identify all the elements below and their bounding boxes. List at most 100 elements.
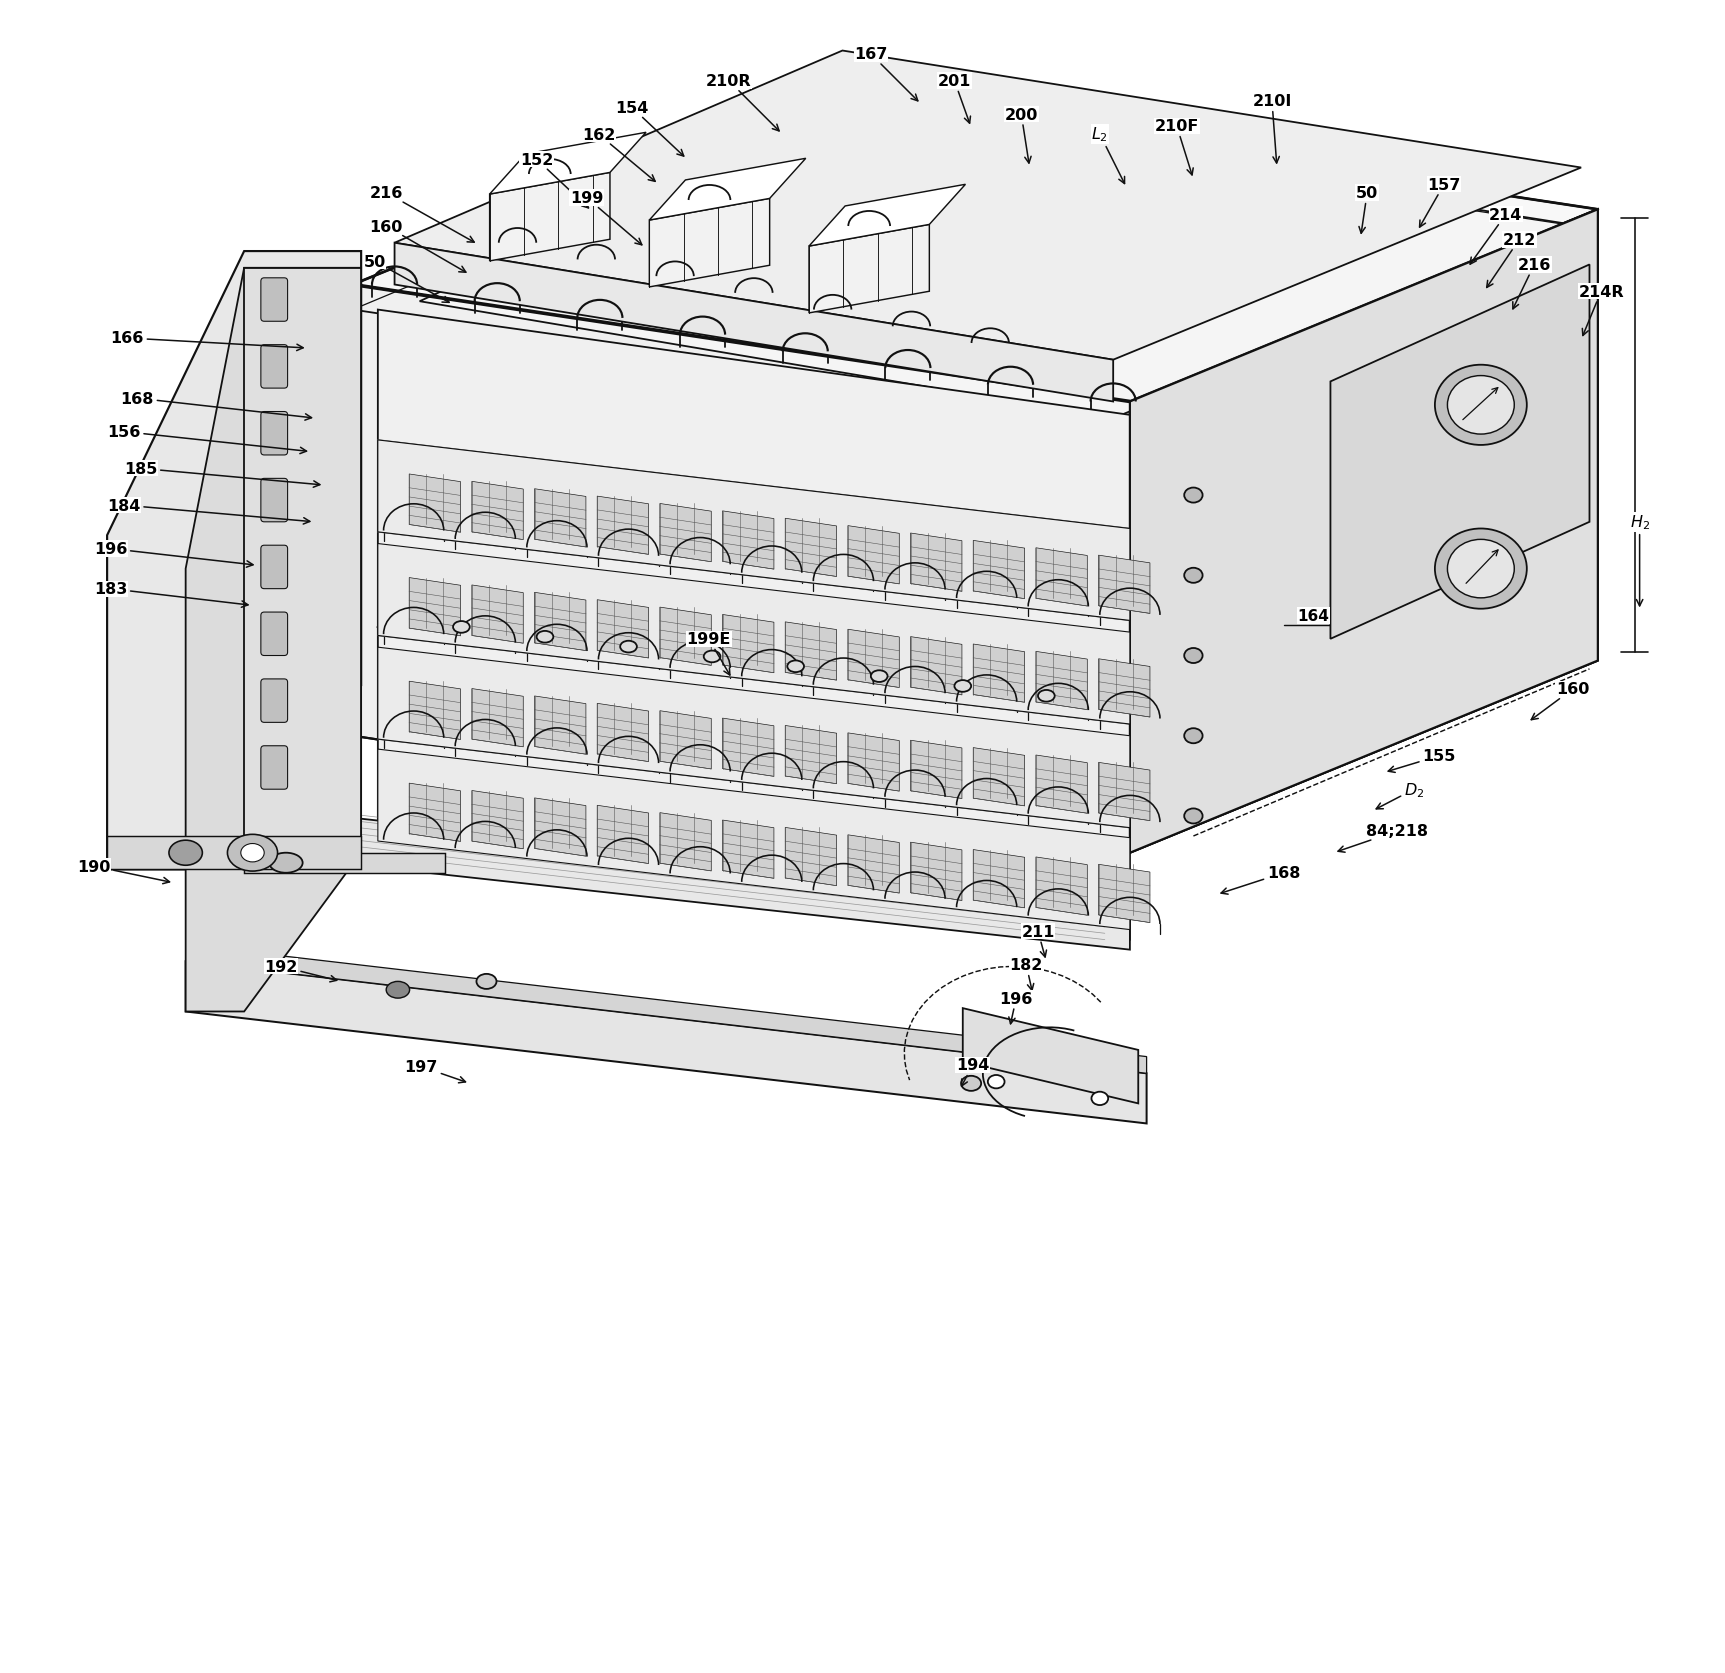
Ellipse shape [787,661,804,673]
Text: 199E: 199E [687,632,731,676]
Polygon shape [963,1009,1138,1104]
Ellipse shape [1183,729,1202,744]
Polygon shape [849,835,899,893]
Text: $D_2$: $D_2$ [1377,780,1425,810]
Ellipse shape [1183,810,1202,825]
Ellipse shape [1447,540,1515,599]
Polygon shape [785,828,837,887]
Polygon shape [419,110,1582,418]
Text: 184: 184 [107,499,310,525]
Polygon shape [490,174,611,261]
Polygon shape [785,622,837,681]
Polygon shape [597,601,649,659]
Ellipse shape [536,631,554,642]
Text: 190: 190 [78,858,169,883]
Ellipse shape [1183,489,1202,504]
Text: 211: 211 [1021,923,1054,957]
FancyBboxPatch shape [260,612,288,656]
Ellipse shape [269,853,302,873]
Text: 167: 167 [854,47,918,102]
Text: 164: 164 [1297,609,1330,624]
Text: 192: 192 [264,959,336,982]
Polygon shape [395,52,1582,360]
Text: 210F: 210F [1154,119,1199,176]
Polygon shape [186,269,361,1012]
Polygon shape [723,512,775,570]
Polygon shape [473,791,523,850]
Polygon shape [1037,652,1087,711]
Polygon shape [911,741,963,800]
Polygon shape [649,159,806,221]
Text: 183: 183 [93,582,248,607]
Polygon shape [245,853,445,873]
Ellipse shape [242,843,264,862]
Polygon shape [1037,549,1087,607]
Text: 214R: 214R [1578,284,1623,336]
Text: 210R: 210R [706,74,780,132]
Text: 194: 194 [956,1057,990,1086]
Polygon shape [378,544,1130,724]
Polygon shape [535,696,586,755]
Text: 182: 182 [1009,957,1044,990]
Polygon shape [785,726,837,785]
Polygon shape [723,820,775,878]
Polygon shape [1330,266,1589,639]
Ellipse shape [1183,649,1202,664]
Polygon shape [849,629,899,688]
Polygon shape [597,497,649,555]
Polygon shape [186,962,1147,1124]
Polygon shape [649,199,769,288]
Polygon shape [186,945,1147,1074]
Text: 197: 197 [405,1059,466,1082]
Polygon shape [1037,756,1087,813]
Polygon shape [809,226,930,315]
Text: 156: 156 [107,425,307,455]
Polygon shape [1130,211,1597,853]
Polygon shape [973,644,1025,703]
Text: 84;218: 84;218 [1339,825,1428,853]
Polygon shape [473,482,523,540]
Polygon shape [378,750,1130,930]
Polygon shape [849,527,899,584]
Text: 155: 155 [1389,750,1456,773]
Text: 216: 216 [369,186,474,243]
Text: 214: 214 [1470,207,1523,264]
Polygon shape [911,534,963,592]
Ellipse shape [1092,1092,1107,1106]
Ellipse shape [988,1076,1004,1089]
Polygon shape [785,519,837,577]
Ellipse shape [1447,376,1515,435]
Text: 154: 154 [616,100,683,157]
FancyBboxPatch shape [260,545,288,589]
FancyBboxPatch shape [260,345,288,388]
Polygon shape [535,592,586,651]
Text: 216: 216 [1513,258,1551,310]
Ellipse shape [871,671,888,683]
Polygon shape [473,586,523,644]
Polygon shape [809,186,966,248]
Text: 152: 152 [519,152,588,209]
Text: 185: 185 [124,462,319,489]
Polygon shape [849,733,899,791]
Polygon shape [378,647,1130,828]
Polygon shape [535,798,586,857]
Text: 168: 168 [121,391,312,422]
Text: $L_2$: $L_2$ [1092,125,1125,184]
Text: $H_2$: $H_2$ [1630,514,1649,607]
Polygon shape [597,704,649,763]
Ellipse shape [704,651,721,663]
Ellipse shape [1435,365,1527,445]
Polygon shape [973,748,1025,806]
Polygon shape [723,719,775,776]
Polygon shape [973,850,1025,908]
Text: 201: 201 [938,74,971,124]
Polygon shape [1099,555,1151,614]
Text: 210I: 210I [1252,94,1292,164]
Polygon shape [661,711,711,770]
Ellipse shape [961,1076,982,1091]
Ellipse shape [454,622,469,634]
Polygon shape [409,475,461,534]
Polygon shape [378,440,1130,621]
Polygon shape [973,540,1025,599]
Polygon shape [1099,865,1151,923]
